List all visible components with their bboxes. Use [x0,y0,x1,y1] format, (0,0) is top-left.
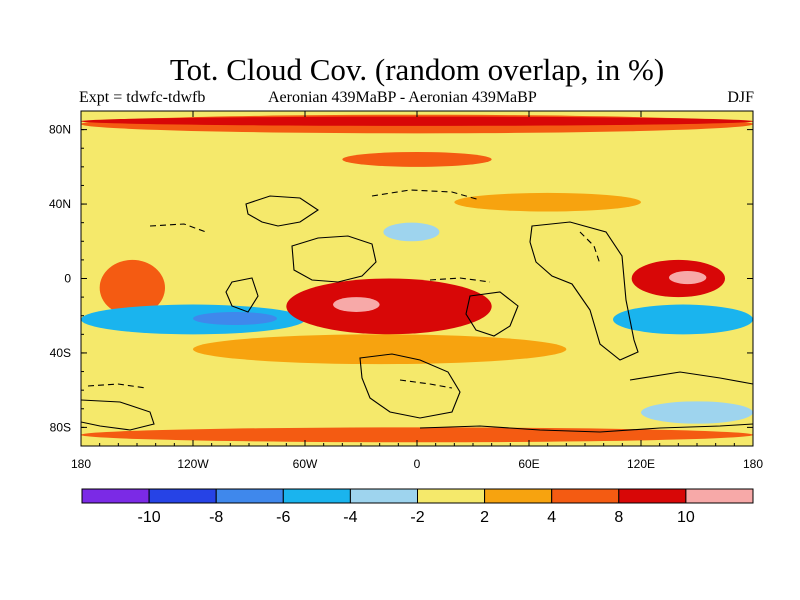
y-tick-label-4: 80S [50,420,71,434]
colorbar-swatch-3 [282,488,351,504]
colorbar-swatch-6 [484,488,553,504]
x-tick-label-6: 180 [743,457,763,471]
x-tick-label-3: 0 [414,457,421,471]
paleo-coastlines [81,189,753,433]
season-label: DJF [727,89,754,106]
contour-region-10 [81,304,305,335]
colorbar: -10 -8 -6 -4 -2 2 4 8 10 [81,488,754,526]
colorbar-swatch-2 [215,488,284,504]
y-tick-label-2: 0 [64,272,71,286]
x-tick-label-5: 120E [627,457,655,471]
colorbar-label-2: -6 [276,509,290,526]
colorbar-label-5: 2 [480,509,489,526]
contour-region-14 [192,334,567,365]
contour-region-11 [193,312,277,326]
colorbar-label-6: 4 [547,509,556,526]
coastline-dashed-north [371,189,481,201]
colorbar-label-0: -10 [138,509,161,526]
coastline-dashed-south [87,383,147,389]
contour-region-3 [342,151,492,167]
contour-region-5 [383,222,440,242]
contour-region-13 [333,297,380,312]
colorbar-label-3: -4 [343,509,357,526]
period-label: Aeronian 439MaBP - Aeronian 439MaBP [268,89,537,106]
colorbar-swatch-9 [685,488,754,504]
coastline-far-south [419,423,753,433]
y-tick-label-3: 40S [50,346,71,360]
contour-region-4 [454,192,641,212]
coastline-south-polar-coast [81,399,155,431]
contour-region-12 [286,278,492,335]
coastline-north-continent [245,195,319,227]
x-tick-label-1: 120W [177,457,209,471]
y-tick-label-0: 80N [49,123,71,137]
coastline-southeast-coast [629,371,753,385]
coastline-southern-continent [359,353,461,419]
colorbar-swatch-1 [148,488,217,504]
colorbar-label-1: -8 [209,509,223,526]
coastline-eastern-continent [529,221,639,361]
x-tick-label-4: 60E [518,457,539,471]
x-tick-label-0: 180 [71,457,91,471]
coastline-west-landmass [225,277,259,313]
contour-region-9 [613,304,753,335]
contour-region-6 [99,259,165,316]
chart-title: Tot. Cloud Cov. (random overlap, in %) [169,52,665,87]
coastline-central-continent [291,235,377,283]
colorbar-swatch-8 [618,488,687,504]
colorbar-label-7: 8 [614,509,623,526]
colorbar-swatch-5 [417,488,486,504]
y-tick-label-1: 40N [49,197,71,211]
colorbar-label-8: 10 [677,509,695,526]
colorbar-label-4: -2 [410,509,424,526]
colorbar-swatch-0 [81,488,150,504]
coastline-middle-landmass [465,291,519,337]
contour-region-2 [81,116,753,126]
colorbar-swatch-4 [349,488,418,504]
coastline-dashed-southcentral [399,379,453,389]
axis-ticks: 180 120W 60W 0 60E 120E 180 80N 40N 0 40S 80S [49,110,763,471]
coastline-dashed-central [429,277,491,283]
colorbar-swatch-7 [551,488,620,504]
x-tick-label-2: 60W [293,457,318,471]
coastline-dashed-east [579,231,601,265]
contour-region-8 [669,271,707,285]
cloud-cover-field [81,111,753,446]
experiment-label: Expt = tdwfc-tdwfb [79,89,206,106]
contour-region-16 [641,401,753,424]
coastline-dashed-northwest [149,223,207,233]
